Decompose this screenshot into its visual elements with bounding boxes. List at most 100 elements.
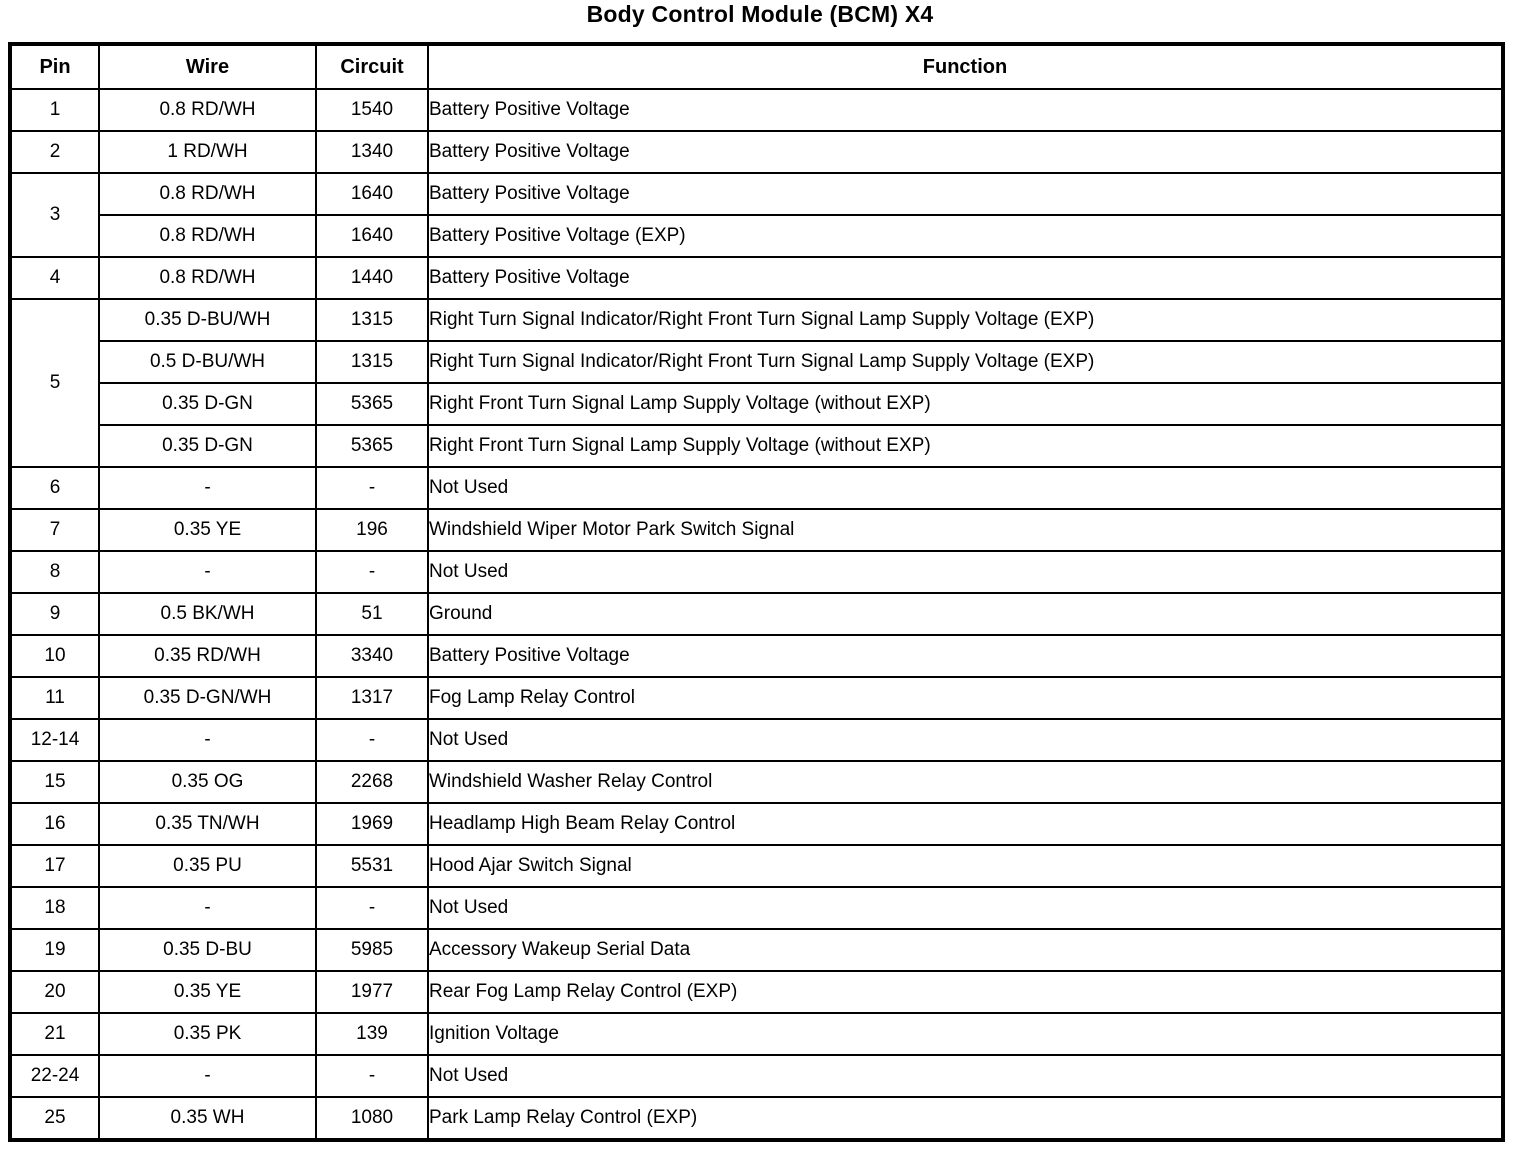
function-cell: Battery Positive Voltage [427, 256, 1504, 300]
pin-cell: 21 [9, 1012, 100, 1056]
circuit-cell: 5365 [315, 424, 429, 468]
table-row: 0.35 D-GN 5365 Right Front Turn Signal Lam… [10, 382, 1504, 426]
pin-cell: 16 [9, 802, 100, 846]
page-title: Body Control Module (BCM) X4 [586, 1, 934, 27]
circuit-cell: 1977 [315, 970, 429, 1014]
header-circuit: Circuit [315, 43, 429, 90]
wire-cell: 0.35 RD/WH [98, 634, 317, 678]
pin-cell: 25 [9, 1096, 100, 1141]
pin-cell: 6 [9, 466, 100, 510]
pin-cell: 7 [9, 508, 100, 552]
pin-cell: 11 [9, 676, 100, 720]
circuit-cell: 1317 [315, 676, 429, 720]
circuit-cell: 5365 [315, 382, 429, 426]
wire-cell: 0.35 PK [98, 1012, 317, 1056]
circuit-cell: - [315, 718, 429, 762]
function-cell: Headlamp High Beam Relay Control [427, 802, 1504, 846]
function-cell: Accessory Wakeup Serial Data [427, 928, 1504, 972]
wire-cell: 0.8 RD/WH [98, 256, 317, 300]
function-cell: Right Front Turn Signal Lamp Supply Volt… [427, 382, 1504, 426]
wire-cell: 0.35 D-BU [98, 928, 317, 972]
circuit-cell: 1440 [315, 256, 429, 300]
circuit-cell: 1640 [315, 214, 429, 258]
table-row: 7 0.35 YE 196 Windshield Wiper Motor Park S… [9, 508, 1504, 552]
pin-cell: 15 [9, 760, 100, 804]
circuit-cell: 1340 [315, 130, 429, 174]
pin-cell: 18 [9, 886, 100, 930]
pin-cell: 20 [9, 970, 100, 1014]
function-cell: Battery Positive Voltage [427, 172, 1504, 216]
wire-cell: 0.8 RD/WH [98, 214, 317, 258]
wire-cell: - [98, 886, 317, 930]
wire-cell: 0.35 WH [98, 1096, 317, 1141]
wire-cell: 0.35 D-BU/WH [98, 298, 317, 342]
table-row: 16 0.35 TN/WH 1969 Headlamp High Beam Relay… [9, 802, 1504, 846]
circuit-cell: 196 [315, 508, 429, 552]
wire-cell: - [98, 1054, 317, 1098]
wire-cell: - [98, 718, 317, 762]
function-cell: Right Front Turn Signal Lamp Supply Volt… [427, 424, 1504, 468]
pin-cell: 22-24 [9, 1054, 100, 1098]
table-row: 11 0.35 D-GN/WH 1317 Fog Lamp Relay Control [9, 676, 1504, 720]
wire-cell: 0.35 YE [98, 970, 317, 1014]
table-row: 25 0.35 WH 1080 Park Lamp Relay Control (EX… [9, 1096, 1504, 1141]
function-cell: Windshield Wiper Motor Park Switch Signa… [427, 508, 1504, 552]
circuit-cell: - [315, 466, 429, 510]
circuit-cell: 2268 [315, 760, 429, 804]
pin-cell: 5 [9, 298, 100, 468]
circuit-cell: 5985 [315, 928, 429, 972]
function-cell: Fog Lamp Relay Control [427, 676, 1504, 720]
function-cell: Hood Ajar Switch Signal [427, 844, 1504, 888]
circuit-cell: - [315, 550, 429, 594]
wire-cell: 0.35 PU [98, 844, 317, 888]
circuit-cell: 1080 [315, 1096, 429, 1141]
table-row: 12-14- - Not Used [9, 718, 1504, 762]
pin-cell: 2 [9, 130, 100, 174]
function-cell: Windshield Washer Relay Control [427, 760, 1504, 804]
circuit-cell: 1540 [315, 88, 429, 132]
circuit-cell: 139 [315, 1012, 429, 1056]
wire-cell: 0.35 OG [98, 760, 317, 804]
wire-cell: 0.35 D-GN [98, 424, 317, 468]
table-row: 17 0.35 PU 5531 Hood Ajar Switch Signal [9, 844, 1504, 888]
function-cell: Rear Fog Lamp Relay Control (EXP) [427, 970, 1504, 1014]
wire-cell: 0.35 YE [98, 508, 317, 552]
table-row: 0.5 D-BU/WH 1315 Right Turn Signal Indicat… [10, 340, 1504, 384]
function-cell: Right Turn Signal Indicator/Right Front … [427, 340, 1504, 384]
table-row: 1 0.8 RD/WH 1540 Battery Positive Voltage [9, 88, 1504, 132]
table-row: 20 0.35 YE 1977 Rear Fog Lamp Relay Control… [9, 970, 1504, 1014]
pin-cell: 1 [9, 88, 100, 132]
header-pin: Pin [9, 43, 100, 90]
function-cell: Battery Positive Voltage (EXP) [427, 214, 1504, 258]
function-cell: Battery Positive Voltage [427, 130, 1504, 174]
header-wire: Wire [98, 43, 317, 90]
table-row: 0.8 RD/WH 1640 Battery Positive Voltage (E… [10, 214, 1504, 258]
wire-cell: 0.35 D-GN [98, 382, 317, 426]
pin-cell: 3 [9, 172, 100, 258]
circuit-cell: - [315, 886, 429, 930]
table-row: 0.35 D-GN 5365 Right Front Turn Signal Lam… [10, 424, 1504, 468]
wire-cell: 0.8 RD/WH [98, 88, 317, 132]
circuit-cell: 1315 [315, 340, 429, 384]
function-cell: Not Used [427, 466, 1504, 510]
function-cell: Not Used [427, 886, 1504, 930]
pin-cell: 19 [9, 928, 100, 972]
wire-cell: 0.5 BK/WH [98, 592, 317, 636]
table-row: 21 0.35 PK 139 Ignition Voltage [9, 1012, 1504, 1056]
function-cell: Park Lamp Relay Control (EXP) [427, 1096, 1504, 1141]
table-row: 18- - Not Used [9, 886, 1504, 930]
table-row: 8- - Not Used [9, 550, 1504, 594]
circuit-cell: 1640 [315, 172, 429, 216]
function-cell: Not Used [427, 718, 1504, 762]
pin-cell: 17 [9, 844, 100, 888]
function-cell: Not Used [427, 1054, 1504, 1098]
wire-cell: 1 RD/WH [98, 130, 317, 174]
circuit-cell: 1969 [315, 802, 429, 846]
pin-cell: 12-14 [9, 718, 100, 762]
function-cell: Ignition Voltage [427, 1012, 1504, 1056]
wire-cell: 0.35 TN/WH [98, 802, 317, 846]
table-row: 15 0.35 OG 2268 Windshield Washer Relay Con… [9, 760, 1504, 804]
circuit-cell: 5531 [315, 844, 429, 888]
circuit-cell: 3340 [315, 634, 429, 678]
